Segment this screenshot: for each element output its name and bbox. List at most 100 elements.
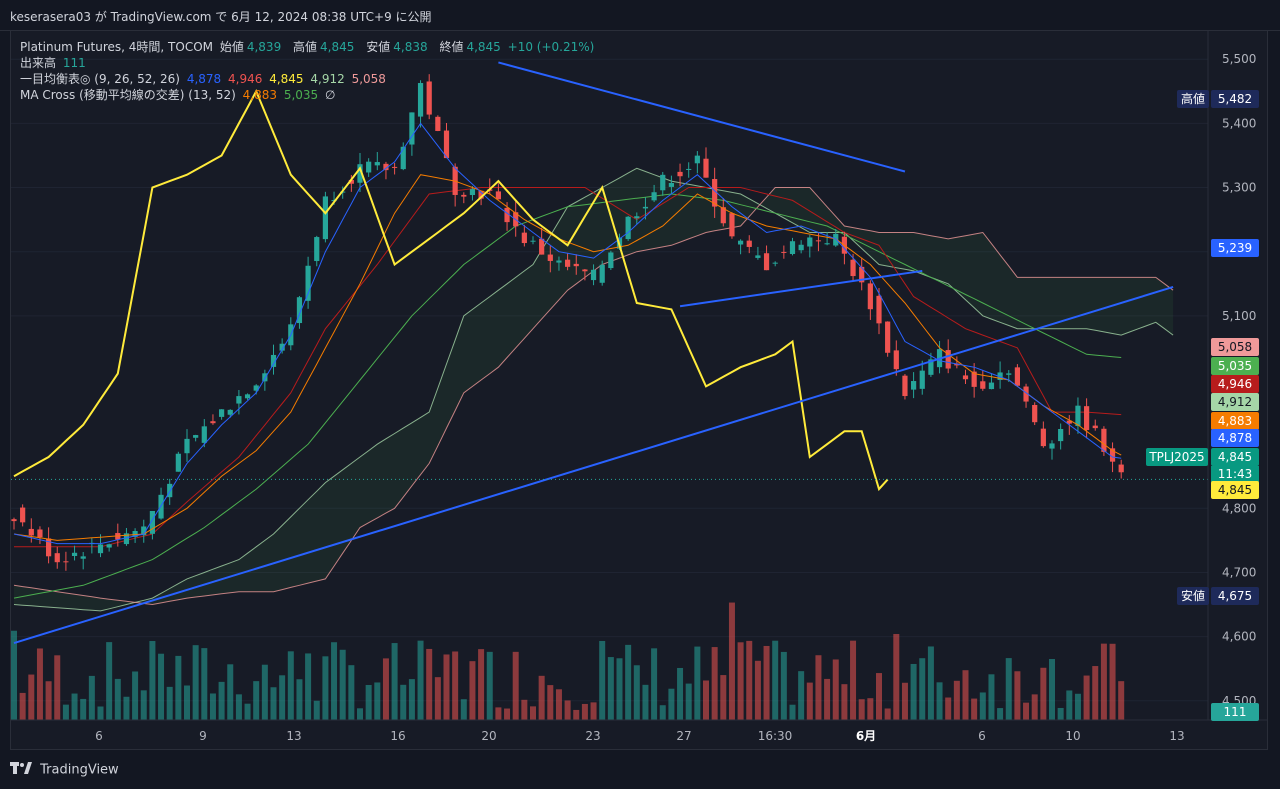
volume-bar [841,684,848,720]
date-tick-label: 6 [978,729,986,743]
volume-bar [158,653,165,720]
candle-body [1023,386,1029,402]
candle-body [565,259,571,267]
date-tick-label: 6月 [856,729,876,743]
candle-body [945,350,951,369]
volume-bar [1049,659,1055,720]
tradingview-logo-icon[interactable] [10,762,32,778]
price-label-tag-text: 安値 [1181,588,1205,603]
candle-body [798,244,804,251]
volume-bar [815,655,822,720]
volume-bar [106,642,113,720]
candle-body [980,381,986,389]
legend-ma-hidden-icon[interactable]: ∅ [325,88,336,102]
volume-bar [365,684,372,720]
legend-high: 4,845 [320,40,355,54]
chart-pane[interactable] [10,30,1268,750]
legend-ma-row: MA Cross (移動平均線の交差) (13, 52) 4,883 5,035… [20,87,597,103]
volume-bar [417,640,424,720]
volume-bar [850,640,857,720]
volume-bar [746,640,753,720]
candle-body [556,260,562,263]
trendline [498,61,906,173]
symbol-tag [1146,448,1208,466]
date-tick-label: 16:30 [758,729,793,743]
volume-bar [876,673,882,720]
candle-body [478,190,484,199]
candle-body [357,164,363,183]
volume-bar [728,602,735,720]
candle-body [824,243,830,245]
volume-bar [1092,666,1099,720]
candle-body [859,266,865,283]
candle-body [1092,425,1098,429]
candle-body [703,158,709,178]
volume-bar [789,704,796,720]
candle-body [400,146,406,170]
volume-bar [754,660,761,720]
candle-body [1014,367,1020,386]
legend-symbol[interactable]: Platinum Futures, 4時間, TOCOM [20,40,213,54]
candle-body [1109,448,1116,462]
footer: TradingView [10,762,119,778]
candle-body [149,511,155,534]
price-tick-label: 4,700 [1222,565,1256,579]
volume-bar [1074,693,1081,720]
price-label-value: 5,035 [1218,359,1252,373]
candle-body [660,174,666,191]
candle-body [789,241,796,254]
price-label-badge [1211,587,1259,605]
price-label-badge [1211,703,1259,721]
candle-body [253,385,259,391]
candle-body [443,130,450,159]
legend-volume-label[interactable]: 出来高 [20,56,57,70]
volume-bar [590,702,597,720]
candle-body [227,409,233,415]
ichimoku-kijun-line [14,187,1122,548]
candle-body [236,396,242,404]
candle-body [417,83,424,117]
volume-bar [357,708,363,720]
volume-bar [504,708,511,720]
volume-bar [564,700,571,720]
volume-bar [391,643,398,720]
volume-bar [166,686,173,720]
legend-ma-label[interactable]: MA Cross (移動平均線の交差) (13, 52) [20,88,236,102]
volume-bar [235,694,242,720]
legend-ichimoku-label[interactable]: 一目均衡表◎ (9, 26, 52, 26) [20,72,180,86]
publish-line: keserasera03 が TradingView.com で 6月 12, … [10,10,432,24]
volume-bar [71,693,78,720]
date-tick-label: 23 [585,729,600,743]
candle-body [1084,406,1090,431]
price-label-value: 4,946 [1218,377,1252,391]
legend-open-label: 始値 [219,40,244,54]
legend-ichimoku-row: 一目均衡表◎ (9, 26, 52, 26) 4,878 4,946 4,845… [20,71,597,87]
volume-bar [625,644,632,720]
volume-bar [227,664,234,720]
ma-fast-line [13,174,1122,541]
volume-bar [547,685,554,720]
volume-bar [1040,667,1047,720]
ichimoku-chikou-line [13,88,889,492]
volume-bar [261,664,268,720]
candle-body [677,171,683,177]
candle-body [997,372,1003,380]
candle-body [634,216,640,219]
volume-bar [884,708,891,720]
candle-body [651,192,657,201]
price-label-badge [1211,448,1259,466]
countdown-badge [1211,466,1259,482]
candle-body [608,252,614,269]
volume-bar [313,700,320,720]
volume-bar [1023,702,1030,720]
footer-brand[interactable]: TradingView [40,762,119,778]
legend-low-label: 安値 [366,40,391,54]
volume-bar [737,642,744,720]
candle-body [902,375,908,397]
volume-bar [979,692,986,720]
legend-ichimoku-tenkan: 4,878 [186,72,222,86]
candle-body [807,237,813,247]
candle-body [720,207,726,224]
candle-body [435,116,441,131]
